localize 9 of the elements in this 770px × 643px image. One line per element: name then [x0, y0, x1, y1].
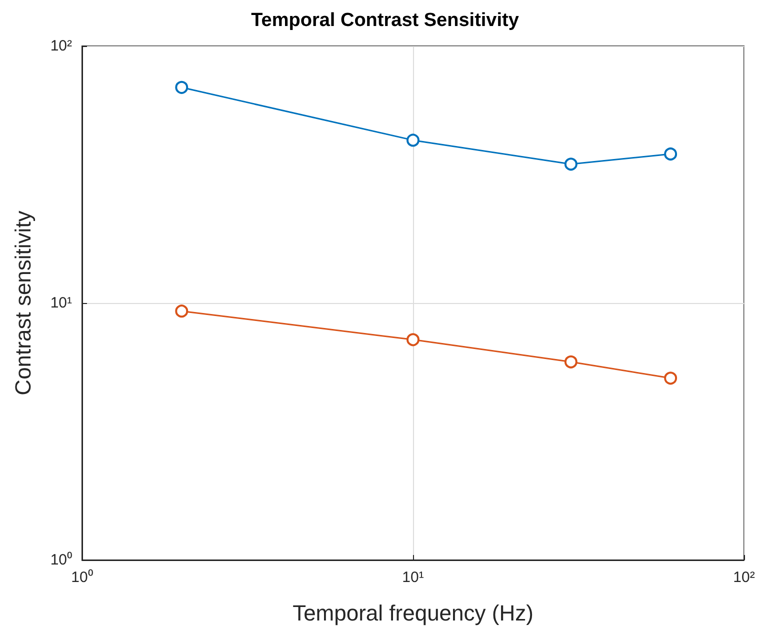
x-axis-title: Temporal frequency (Hz) — [292, 600, 534, 626]
y-axis-title: Contrast sensitivity — [10, 210, 36, 396]
x-tick-label: 10⁰ — [71, 569, 93, 586]
y-tick-label: 10¹ — [50, 294, 72, 312]
chart-title: Temporal Contrast Sensitivity — [251, 10, 520, 31]
y-tick-label: 10⁰ — [50, 552, 72, 568]
x-tick-label: 10² — [733, 569, 755, 586]
x-tick-label: 10¹ — [402, 569, 424, 586]
y-tick-label: 10² — [50, 38, 72, 54]
